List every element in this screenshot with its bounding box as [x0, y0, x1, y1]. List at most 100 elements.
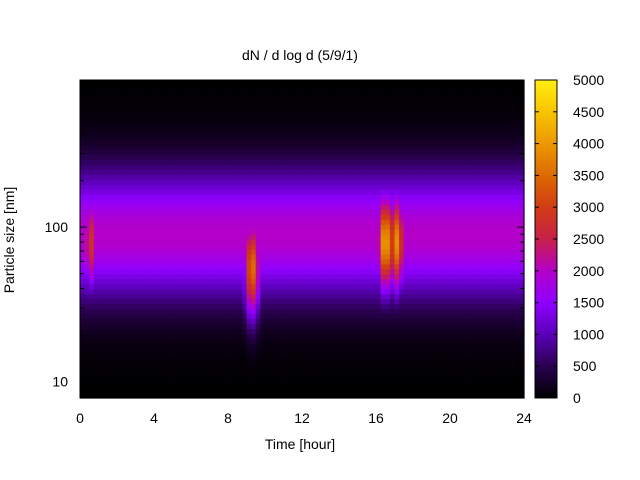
heatmap-cell	[246, 263, 252, 270]
heatmap-cell	[315, 328, 322, 335]
heatmap-cell	[436, 378, 442, 384]
heatmap-cell	[297, 393, 303, 399]
heatmap-cell	[167, 154, 174, 161]
heatmap-cell	[223, 139, 229, 146]
heatmap-cell	[260, 119, 266, 126]
heatmap-cell	[214, 248, 220, 255]
heatmap-cell	[311, 154, 317, 161]
heatmap-cell	[329, 229, 335, 235]
heatmap-cell	[413, 80, 419, 86]
heatmap-cell	[200, 343, 206, 349]
heatmap-cell	[320, 134, 326, 141]
heatmap-cell	[246, 393, 252, 399]
heatmap-cell	[357, 313, 363, 320]
heatmap-cell	[417, 89, 423, 96]
heatmap-cell	[283, 214, 289, 220]
heatmap-cell	[251, 318, 257, 325]
heatmap-cell	[84, 224, 90, 230]
heatmap-cell	[362, 219, 368, 225]
heatmap-cell	[389, 80, 396, 86]
heatmap-cell	[121, 174, 127, 180]
heatmap-cell	[107, 288, 113, 295]
heatmap-cell	[278, 278, 285, 285]
heatmap-cell	[306, 268, 312, 275]
heatmap-cell	[357, 104, 363, 111]
heatmap-cell	[140, 283, 146, 290]
heatmap-cell	[186, 219, 192, 225]
heatmap-cell	[426, 99, 433, 106]
heatmap-cell	[343, 243, 349, 250]
heatmap-cell	[209, 169, 215, 176]
heatmap-cell	[325, 363, 331, 369]
heatmap-cell	[135, 154, 141, 161]
heatmap-cell	[302, 313, 308, 320]
heatmap-cell	[80, 318, 86, 325]
heatmap-cell	[339, 119, 345, 126]
heatmap-cell	[255, 278, 261, 285]
heatmap-cell	[362, 154, 368, 161]
heatmap-cell	[121, 303, 127, 310]
heatmap-cell	[306, 358, 312, 364]
heatmap-cell	[394, 194, 400, 200]
heatmap-cell	[107, 214, 113, 220]
heatmap-cell	[329, 243, 335, 250]
heatmap-cell	[144, 179, 150, 185]
heatmap-cell	[431, 298, 437, 305]
heatmap-cell	[422, 338, 428, 344]
heatmap-cell	[186, 243, 192, 250]
heatmap-cell	[431, 184, 437, 190]
heatmap-cell	[214, 224, 220, 230]
heatmap-cell	[177, 358, 183, 364]
heatmap-cell	[112, 144, 118, 151]
heatmap-cell	[394, 323, 400, 330]
heatmap-cell	[112, 308, 118, 315]
heatmap-cell	[376, 239, 382, 245]
heatmap-cell	[89, 149, 95, 156]
heatmap-cell	[241, 129, 248, 136]
heatmap-cell	[126, 224, 132, 230]
heatmap-cell	[181, 313, 187, 320]
heatmap-cell	[232, 229, 238, 235]
heatmap-cell	[265, 119, 271, 126]
heatmap-cell	[177, 194, 183, 200]
heatmap-cell	[260, 353, 266, 359]
heatmap-cell	[172, 184, 178, 190]
heatmap-cell	[144, 144, 150, 151]
heatmap-cell	[195, 189, 201, 195]
heatmap-cell	[413, 388, 419, 394]
heatmap-cell	[376, 298, 382, 305]
heatmap-cell	[204, 84, 211, 91]
heatmap-cell	[417, 268, 423, 275]
heatmap-cell	[265, 263, 271, 270]
heatmap-cell	[292, 303, 298, 310]
heatmap-cell	[98, 229, 104, 235]
heatmap-cell	[329, 358, 335, 364]
heatmap-cell	[130, 378, 137, 384]
heatmap-cell	[385, 94, 391, 101]
heatmap-cell	[265, 204, 271, 210]
heatmap-cell	[93, 358, 100, 364]
heatmap-cell	[200, 234, 206, 240]
heatmap-cell	[163, 248, 169, 255]
heatmap-cell	[93, 194, 100, 200]
heatmap-cell	[357, 234, 363, 240]
heatmap-cell	[255, 94, 261, 101]
heatmap-cell	[283, 169, 289, 176]
heatmap-cell	[352, 353, 359, 359]
heatmap-cell	[343, 99, 349, 106]
heatmap-cell	[149, 353, 155, 359]
heatmap-cell	[218, 278, 224, 285]
heatmap-cell	[163, 258, 169, 265]
heatmap-cell	[348, 313, 354, 320]
heatmap-cell	[422, 104, 428, 111]
heatmap-cell	[417, 209, 423, 215]
heatmap-cell	[163, 253, 169, 260]
heatmap-cell	[223, 239, 229, 245]
heatmap-cell	[302, 378, 308, 384]
heatmap-cell	[251, 363, 257, 369]
heatmap-cell	[376, 373, 382, 379]
heatmap-cell	[154, 239, 160, 245]
heatmap-cell	[117, 119, 123, 126]
heatmap-cell	[80, 174, 86, 180]
heatmap-cell	[366, 239, 372, 245]
